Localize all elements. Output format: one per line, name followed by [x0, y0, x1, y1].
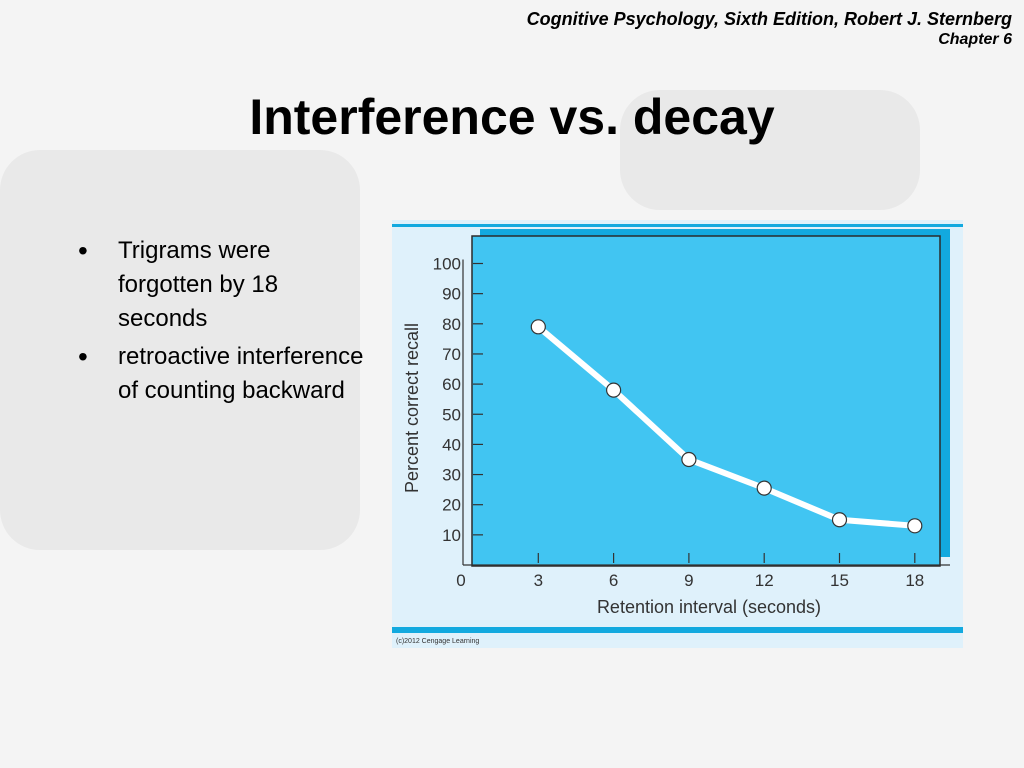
data-point: [681, 451, 697, 468]
figure-credit: (c)2012 Cengage Learning: [396, 638, 480, 645]
bullet-item: • Trigrams were forgotten by 18 seconds: [78, 234, 368, 336]
data-point: [606, 382, 622, 398]
x-axis-label: Retention interval (seconds): [597, 597, 821, 617]
data-point: [831, 512, 848, 528]
book-title: Cognitive Psychology, Sixth Edition, Rob…: [526, 9, 1012, 29]
data-point: [756, 480, 772, 496]
y-tick-label: 80: [442, 315, 461, 334]
data-point: [530, 319, 546, 335]
frame-bottom-accent: [392, 627, 963, 633]
x-tick-label: 15: [830, 571, 849, 590]
x-tick-label: 0: [456, 571, 465, 590]
line-chart: 10 20 30 40 50 60 70 80 90 100 0 3 6 9 12 15 18 Retention…: [392, 224, 963, 633]
x-tick-label: 18: [905, 571, 924, 590]
x-tick-label: 12: [755, 571, 774, 590]
background-shape: [620, 90, 920, 210]
bullet-text: Trigrams were forgotten by 18 seconds: [118, 237, 279, 332]
y-tick-label: 90: [442, 285, 461, 304]
data-point: [907, 518, 923, 534]
chapter-label: Chapter 6: [938, 31, 1012, 48]
bullet-item: • retroactive interference of counting b…: [78, 340, 368, 408]
y-tick-label: 20: [442, 496, 461, 515]
plot-area: [471, 235, 941, 567]
y-tick-label: 30: [442, 466, 461, 485]
y-tick-label: 50: [442, 405, 461, 424]
y-tick-label: 10: [442, 526, 461, 545]
series-line: [535, 323, 918, 529]
chart-figure: 10 20 30 40 50 60 70 80 90 100 0 3 6 9 12 15 18 Retention…: [392, 220, 963, 648]
bullet-list: • Trigrams were forgotten by 18 seconds …: [78, 234, 368, 412]
y-tick-label: 70: [442, 345, 461, 364]
x-tick-label: 3: [534, 571, 543, 590]
slide-title: Interference vs. decay: [249, 89, 775, 145]
frame-top-accent: [392, 224, 963, 227]
bullet-text: retroactive interference of counting bac…: [118, 343, 364, 404]
background-shape: [0, 150, 360, 550]
bullet-icon: •: [78, 235, 88, 266]
x-tick-label: 9: [684, 571, 693, 590]
x-tick-label: 6: [609, 571, 618, 590]
y-axis-label: Percent correct recall: [402, 323, 422, 493]
bullet-icon: •: [78, 341, 88, 372]
y-tick-label: 60: [442, 375, 461, 394]
slide-header: Cognitive Psychology, Sixth Edition, Rob…: [527, 8, 1012, 50]
y-tick-label: 100: [433, 255, 461, 274]
y-tick-label: 40: [442, 435, 461, 454]
